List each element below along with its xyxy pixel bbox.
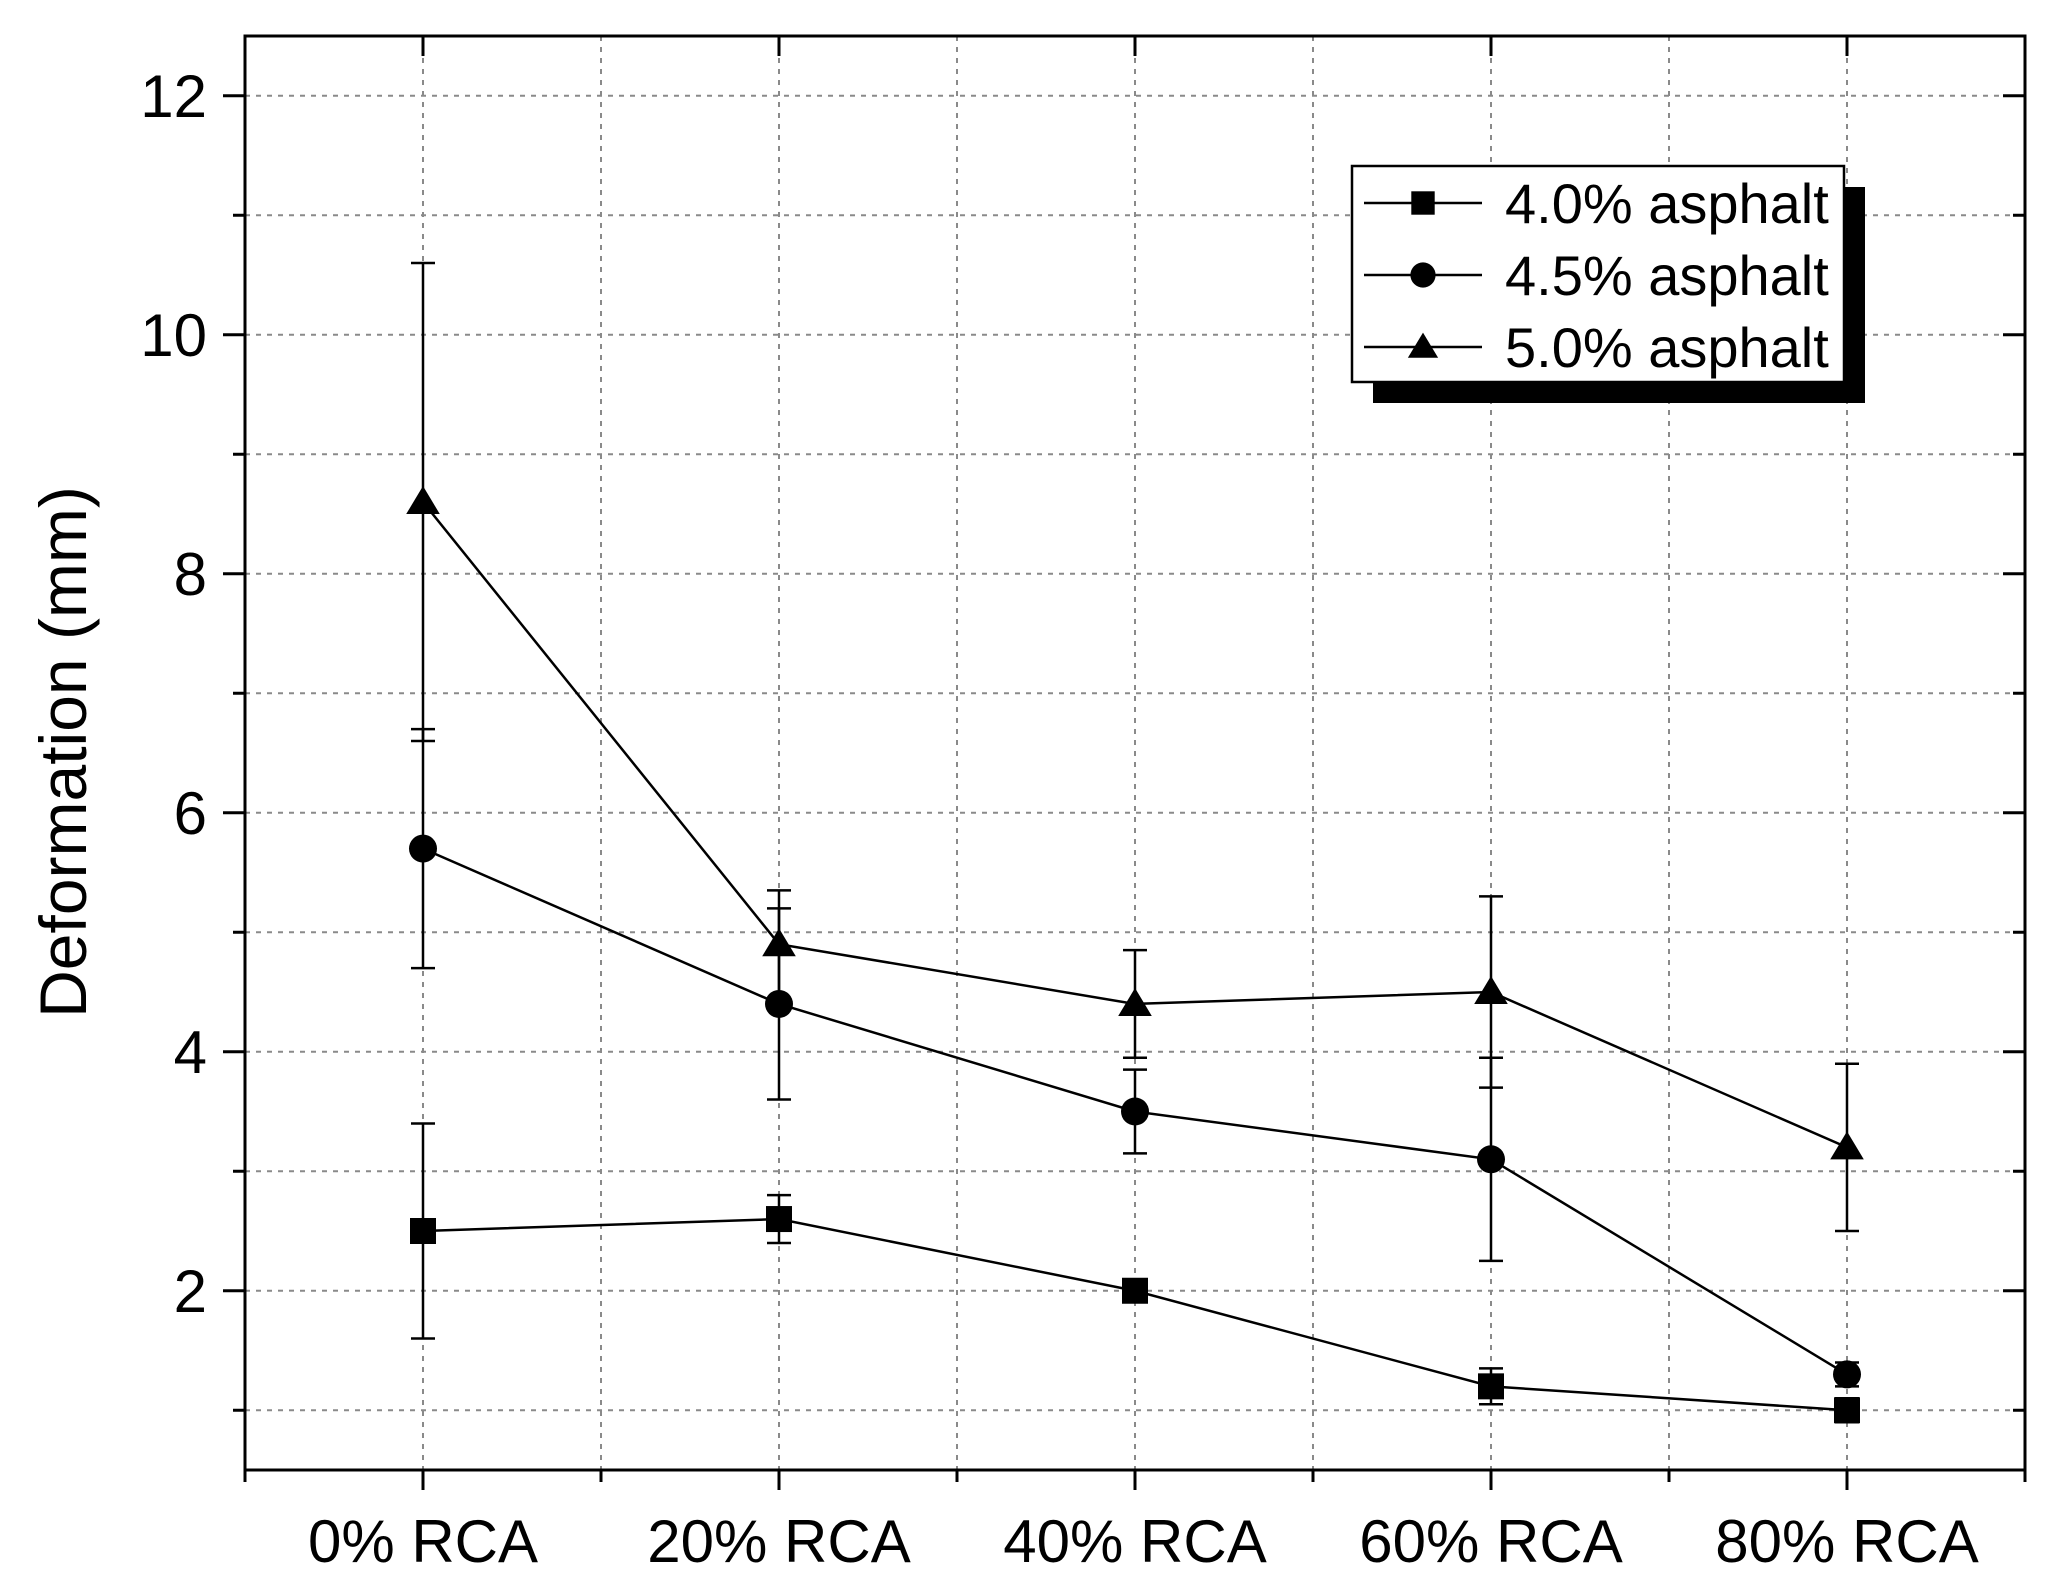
x-tick-label: 40% RCA [1003,1508,1266,1575]
x-tick-label: 20% RCA [647,1508,910,1575]
legend-label: 4.5% asphalt [1505,244,1829,307]
legend-item: 4.0% asphalt [1364,172,1829,235]
data-point [1122,1277,1148,1304]
x-tick-labels: 0% RCA 20% RCA 40% RCA 60% RCA 80% RCA [308,1508,1979,1575]
series-3 [406,261,1864,1233]
data-point [406,486,440,515]
data-point [1474,976,1508,1004]
legend-marker [1411,191,1435,215]
legend-marker [1410,262,1436,288]
data-point [1121,1097,1149,1126]
y-tick-label: 4 [174,1019,207,1086]
y-tick-label: 6 [174,780,207,847]
legend: 4.0% asphalt 4.5% asphalt 5.0% asphalt [1350,164,1865,403]
y-tick-label: 8 [174,541,207,608]
data-point [766,1206,792,1233]
data-point [1477,1145,1505,1174]
x-tick-label: 60% RCA [1359,1508,1622,1575]
y-axis-title: Deformation (mm) [26,486,100,1018]
axis-ticks [223,36,2027,1490]
y-tick-label: 10 [140,302,207,369]
data-point [1478,1373,1504,1400]
legend-label: 4.0% asphalt [1505,172,1829,235]
series [406,261,1864,1424]
data-point [409,834,437,863]
data-point [762,928,796,957]
x-tick-label: 80% RCA [1715,1508,1978,1575]
data-point [1118,987,1152,1016]
data-point [1833,1360,1861,1389]
legend-label: 5.0% asphalt [1505,316,1829,379]
data-point [1834,1397,1860,1424]
legend-item: 5.0% asphalt [1364,316,1829,379]
y-tick-label: 12 [140,63,207,130]
series-1 [410,1122,1860,1424]
x-tick-label: 0% RCA [308,1508,538,1575]
series-2 [409,727,1861,1389]
y-tick-labels: 2 4 6 8 10 12 [140,63,207,1325]
y-tick-label: 2 [174,1258,207,1325]
legend-item: 4.5% asphalt [1364,244,1829,307]
data-point [410,1218,436,1244]
data-point [1830,1131,1864,1160]
legend-marker [1407,332,1439,358]
